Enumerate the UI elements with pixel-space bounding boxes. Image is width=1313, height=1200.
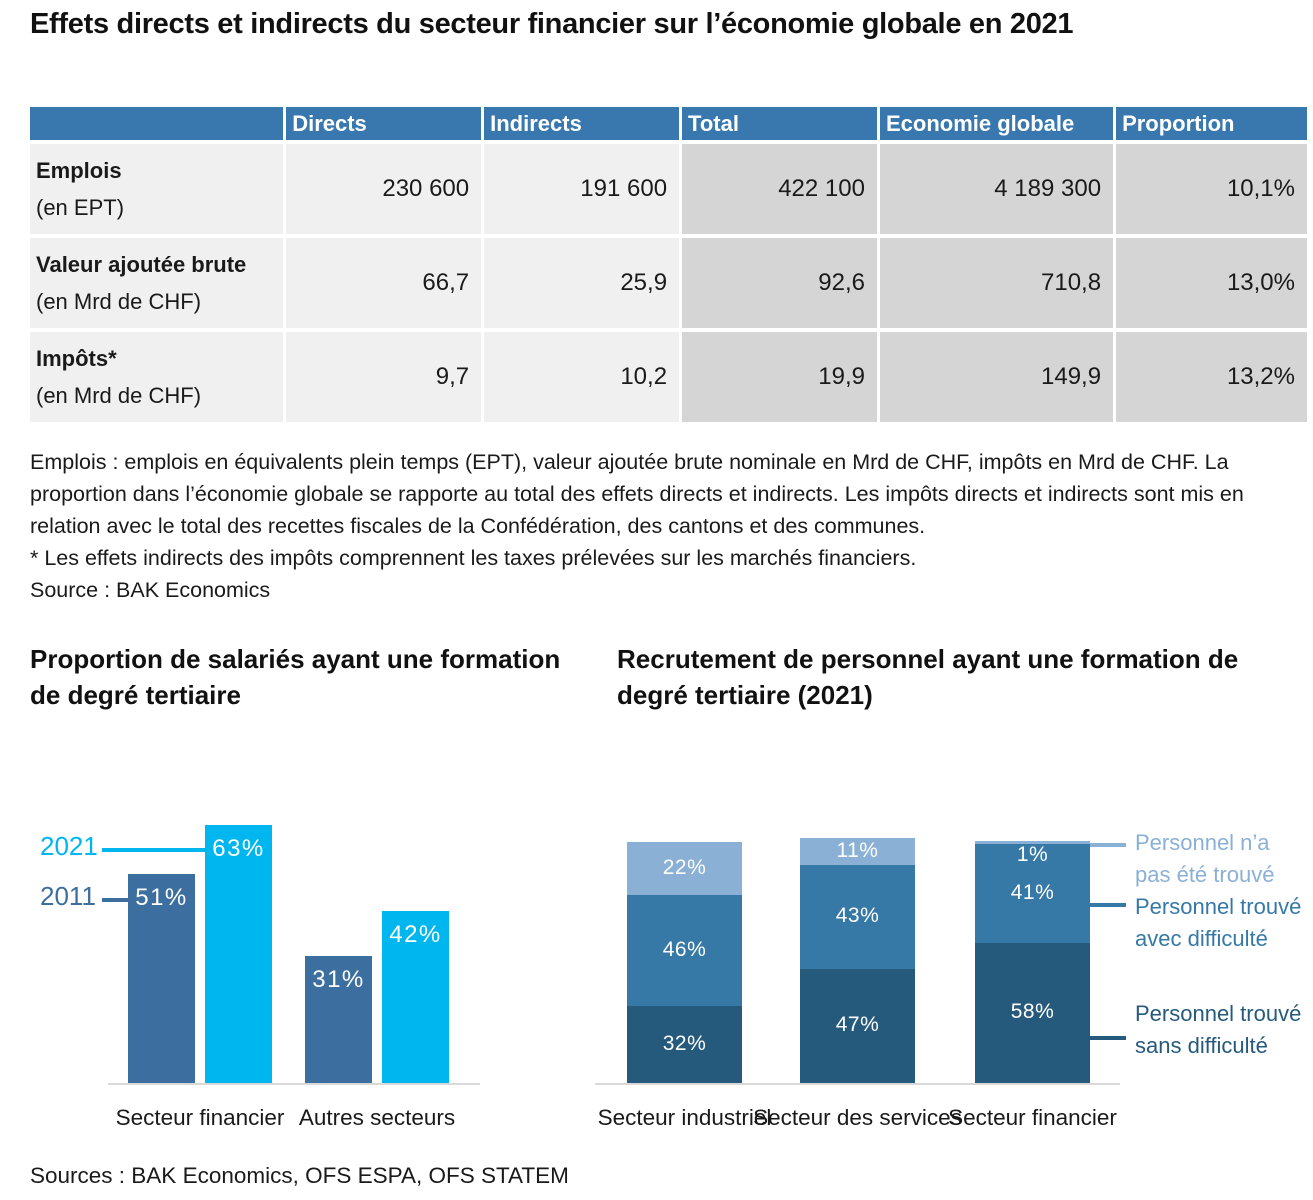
- cell-total: 19,9: [682, 332, 877, 422]
- legend-callout-line-personnel-trouve-sans-difficulte: [1090, 1036, 1126, 1040]
- column-header-directs: Directs: [286, 107, 482, 140]
- cell-proportion: 13,0%: [1116, 238, 1307, 328]
- segment-personnel-na-pas-ete-trouve-secteur-des-services: [800, 838, 915, 865]
- segment-personnel-trouve-sans-difficulte-secteur-des-services: [800, 969, 915, 1083]
- notes-paragraph: Emplois : emplois en équivalents plein t…: [30, 450, 1244, 538]
- page-title: Effets directs et indirects du secteur f…: [30, 8, 1074, 40]
- cell-directs: 230 600: [286, 144, 482, 234]
- legend-callout-line-personnel-na-pas-ete-trouve: [1090, 843, 1126, 847]
- table-header-row: Directs Indirects Total Economie globale Pro…: [30, 107, 1307, 140]
- segment-value-label: 32%: [662, 1031, 707, 1055]
- column-header-indirects: Indirects: [484, 107, 680, 140]
- row-label-emplois: Emplois (en EPT): [30, 144, 284, 234]
- category-label-secteur-financier: Secteur financier: [948, 1105, 1117, 1130]
- segment-value-label: 47%: [835, 1013, 880, 1036]
- series-callout-line-2011: [102, 898, 128, 902]
- notes-source: Source : BAK Economics: [30, 578, 271, 602]
- table-row: Impôts* (en Mrd de CHF) 9,7 10,2 19,9 149,9 13…: [30, 332, 1307, 422]
- cell-economie-globale: 4 189 300: [879, 144, 1114, 234]
- sources-footer: Sources : BAK Economics, OFS ESPA, OFS S…: [30, 1163, 569, 1188]
- category-label-secteur-industriel: Secteur industriel: [597, 1105, 772, 1130]
- cell-proportion: 13,2%: [1116, 332, 1307, 422]
- x-axis-line: [108, 1083, 480, 1085]
- cell-total: 92,6: [682, 238, 877, 328]
- segment-value-label: 11%: [836, 838, 879, 862]
- segment-personnel-trouve-avec-difficulte-secteur-industriel: [627, 895, 742, 1006]
- notes-footnote: * Les effets indirects des impôts compre…: [30, 546, 917, 570]
- chart-left-title: Proportion de salariés ayant une formati…: [30, 644, 561, 710]
- row-label-valeur-ajoutee-brute: Valeur ajoutée brute (en Mrd de CHF): [30, 238, 284, 328]
- row-label-text: Valeur ajoutée brute: [36, 252, 247, 277]
- segment-value-label: 22%: [662, 855, 707, 879]
- segment-personnel-trouve-avec-difficulte-secteur-financier: [975, 844, 1090, 943]
- charts-row: Proportion de salariés ayant une formati…: [30, 641, 1307, 1133]
- table-corner-cell: [30, 107, 284, 140]
- row-label-impots: Impôts* (en Mrd de CHF): [30, 332, 284, 422]
- column-header-proportion: Proportion: [1116, 107, 1307, 140]
- bar-2021-secteur-financier: 63%: [205, 825, 272, 1083]
- cell-directs: 9,7: [286, 332, 482, 422]
- segment-value-label: 43%: [835, 904, 880, 927]
- cell-indirects: 10,2: [484, 332, 680, 422]
- column-header-economie-globale: Economie globale: [879, 107, 1114, 140]
- segment-value-label: 46%: [662, 937, 707, 961]
- bar-value-label: 42%: [389, 921, 442, 948]
- segment-value-label: 1%: [1016, 843, 1049, 866]
- legend-callout-line-personnel-trouve-avec-difficulte: [1090, 903, 1126, 907]
- series-label-2011: 2011: [40, 881, 96, 911]
- bar-2011-autres-secteurs: 31%: [305, 956, 372, 1083]
- x-axis-line: [595, 1083, 1120, 1085]
- table-row: Emplois (en EPT) 230 600 191 600 422 100 4 18…: [30, 144, 1307, 234]
- cell-indirects: 191 600: [484, 144, 680, 234]
- category-label-autres-secteurs: Autres secteurs: [298, 1105, 456, 1130]
- chart-left-plot: 51% 63% Secteur financier 31% 42% Autres sect…: [30, 803, 590, 1133]
- chart-right-title: Recrutement de personnel ayant une forma…: [617, 644, 1239, 710]
- row-unit-text: (en Mrd de CHF): [36, 383, 202, 408]
- series-label-2021: 2021: [40, 831, 98, 861]
- row-label-text: Impôts*: [36, 346, 117, 371]
- cell-directs: 66,7: [286, 238, 482, 328]
- legend-label-personnel-trouve-avec-difficulte: Personnel trouvé avec difficulté: [1135, 894, 1302, 951]
- column-header-total: Total: [682, 107, 877, 140]
- segment-value-label: 58%: [1010, 1000, 1055, 1023]
- segment-personnel-trouve-sans-difficulte-secteur-financier: [975, 943, 1090, 1083]
- segment-personnel-trouve-sans-difficulte-secteur-industriel: [627, 1006, 742, 1083]
- chart-right-plot: 32% 46% 22% Secteur industriel 47% 43% 11% Sect…: [590, 803, 1303, 1133]
- bar-value-label: 63%: [212, 835, 265, 862]
- row-unit-text: (en EPT): [36, 195, 125, 220]
- cell-proportion: 10,1%: [1116, 144, 1307, 234]
- table-row: Valeur ajoutée brute (en Mrd de CHF) 66,7 2…: [30, 238, 1307, 328]
- segment-personnel-na-pas-ete-trouve-secteur-financier: [975, 841, 1090, 844]
- series-callout-line-2021: [102, 848, 205, 852]
- category-label-secteur-des-services: Secteur des services: [753, 1105, 962, 1130]
- table-notes: Emplois : emplois en équivalents plein t…: [30, 446, 1307, 606]
- legend-label-personnel-na-pas-ete-trouve: Personnel n’a pas été trouvé: [1135, 830, 1275, 887]
- cell-economie-globale: 710,8: [879, 238, 1114, 328]
- chart-tertiary-share: Proportion de salariés ayant une formati…: [30, 641, 590, 1133]
- cell-total: 422 100: [682, 144, 877, 234]
- segment-personnel-na-pas-ete-trouve-secteur-industriel: [627, 842, 742, 895]
- segment-personnel-trouve-avec-difficulte-secteur-des-services: [800, 865, 915, 969]
- row-unit-text: (en Mrd de CHF): [36, 289, 202, 314]
- bar-value-label: 51%: [135, 884, 188, 911]
- bar-2021-autres-secteurs: 42%: [382, 911, 449, 1083]
- cell-economie-globale: 149,9: [879, 332, 1114, 422]
- category-label-secteur-financier: Secteur financier: [115, 1105, 285, 1130]
- segment-value-label: 41%: [1010, 880, 1055, 904]
- bar-2011-secteur-financier: 51%: [128, 874, 195, 1083]
- effects-table: Directs Indirects Total Economie globale Pro…: [27, 103, 1310, 426]
- chart-recruitment: Recrutement de personnel ayant une forma…: [590, 641, 1303, 1133]
- bar-value-label: 31%: [312, 966, 365, 993]
- legend-label-personnel-trouve-sans-difficulte: Personnel trouvé sans difficulté: [1135, 1001, 1302, 1058]
- row-label-text: Emplois: [36, 158, 122, 183]
- cell-indirects: 25,9: [484, 238, 680, 328]
